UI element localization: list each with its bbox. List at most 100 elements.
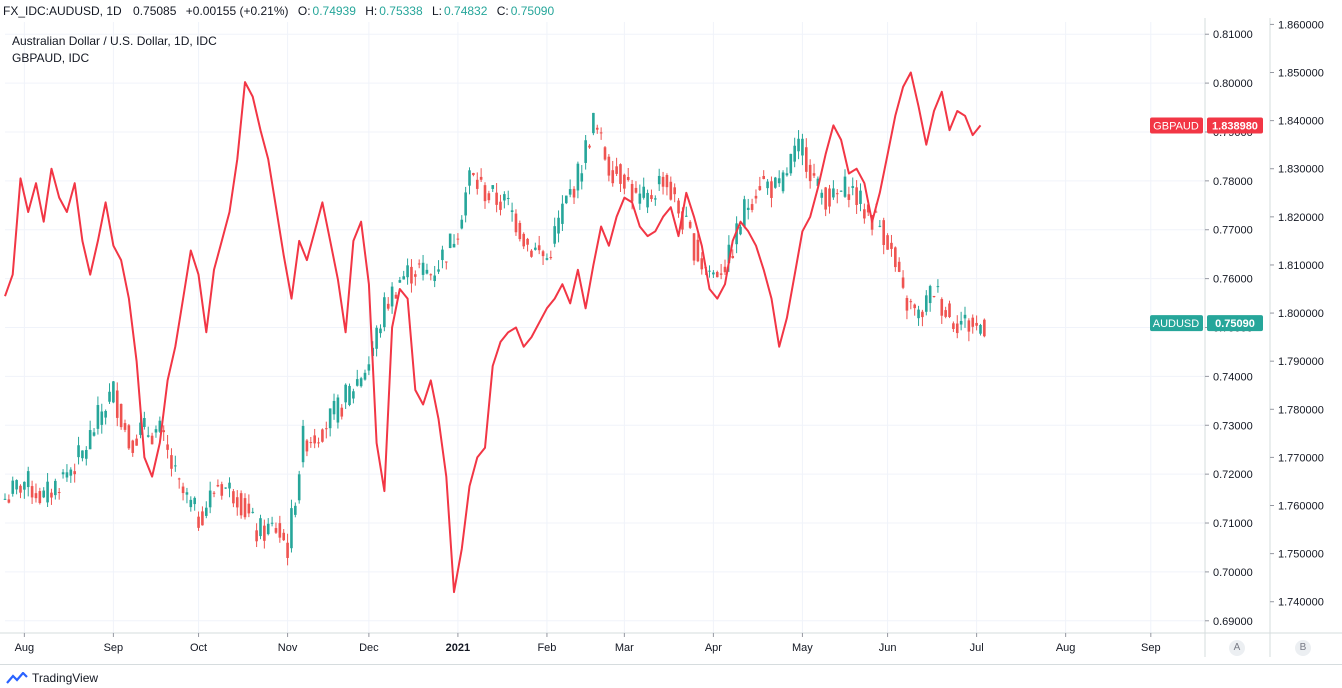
- candle-body: [406, 265, 409, 278]
- candle-body: [170, 455, 173, 469]
- candle-body: [274, 528, 278, 533]
- candle-body: [398, 280, 402, 283]
- audusd-name-badge: [1150, 315, 1203, 332]
- candle-body: [460, 219, 464, 229]
- candle-body: [251, 511, 255, 513]
- candle-body: [286, 542, 289, 558]
- candle-body: [88, 430, 92, 450]
- price-axis-tick-label: 0.81000: [1213, 29, 1253, 41]
- candle-body: [332, 400, 336, 415]
- candle-body: [30, 486, 34, 498]
- candle-body: [379, 328, 382, 334]
- candle-body: [580, 173, 584, 182]
- chart-header: FX_IDC:AUDUSD, 1D 0.75085 +0.00155 (+0.2…: [0, 0, 1342, 22]
- candle-body: [642, 186, 646, 198]
- candle-body: [390, 286, 394, 307]
- candle-body: [506, 197, 510, 199]
- tradingview-logo[interactable]: TradingView: [6, 671, 98, 685]
- candle-body: [189, 499, 193, 508]
- candle-body: [568, 189, 572, 195]
- candle-body: [174, 465, 177, 467]
- candle-body: [479, 176, 483, 180]
- candle-body: [220, 484, 224, 496]
- candle-body: [804, 147, 808, 172]
- candle-body: [7, 499, 11, 503]
- candle-body: [441, 249, 444, 261]
- candle-body: [847, 194, 851, 200]
- candle-body: [557, 217, 560, 234]
- candle-body: [808, 164, 812, 182]
- time-axis-label: Sep: [104, 642, 124, 654]
- low-value: 0.74832: [444, 4, 488, 18]
- candle-body: [127, 425, 131, 449]
- candle-body: [669, 181, 673, 200]
- compare-axis-tick-label: 1.820000: [1278, 212, 1324, 224]
- symbol-label[interactable]: FX_IDC:AUDUSD, 1D: [3, 4, 122, 18]
- candle-body: [224, 487, 227, 489]
- candle-body: [638, 193, 642, 204]
- candle-body: [890, 242, 893, 249]
- candle-body: [309, 442, 313, 444]
- candle-body: [681, 211, 684, 230]
- candle-body: [417, 263, 421, 265]
- candle-body: [561, 203, 564, 224]
- time-axis-label: Jul: [970, 642, 984, 654]
- candle-body: [19, 485, 22, 493]
- candle-body: [297, 474, 301, 501]
- candle-body: [928, 286, 932, 304]
- compare-series-title[interactable]: GBPAUD, IDC: [12, 51, 90, 65]
- candle-body: [522, 233, 526, 247]
- candle-body: [119, 403, 123, 428]
- candle-body: [84, 449, 88, 459]
- candle-body: [863, 209, 866, 219]
- candle-body: [278, 523, 282, 538]
- candle-body: [781, 172, 785, 192]
- scale-button-b[interactable]: B: [1295, 640, 1311, 656]
- main-series-title[interactable]: Australian Dollar / U.S. Dollar, 1D, IDC: [12, 34, 217, 48]
- gbpaud-value-badge: [1207, 117, 1263, 134]
- candle-body: [185, 492, 189, 495]
- candle-body: [646, 192, 649, 208]
- candle-body: [23, 481, 26, 490]
- candle-body: [866, 204, 870, 213]
- candle-body: [607, 156, 611, 176]
- candle-body: [359, 378, 363, 387]
- candle-body: [468, 170, 471, 186]
- candle-body: [576, 163, 580, 191]
- candle-body: [553, 226, 556, 244]
- candle-body: [375, 327, 378, 349]
- candle-body: [344, 384, 347, 403]
- time-axis-label: Aug: [15, 642, 35, 654]
- candle-body: [495, 192, 498, 205]
- candle-body: [952, 323, 955, 329]
- candle-body: [634, 187, 638, 193]
- candle-body: [243, 498, 247, 518]
- candle-body: [402, 276, 406, 280]
- candle-body: [758, 186, 762, 191]
- candle-body: [797, 138, 800, 152]
- scale-button-a[interactable]: A: [1229, 640, 1245, 656]
- price-axis-tick-label: 0.80000: [1213, 78, 1253, 90]
- candle-body: [328, 408, 332, 429]
- chart-legend: Australian Dollar / U.S. Dollar, 1D, IDC…: [12, 33, 217, 67]
- candle-body: [983, 319, 986, 337]
- compare-axis-tick-label: 1.740000: [1278, 597, 1324, 609]
- candle-body: [770, 181, 773, 198]
- candle-body: [882, 220, 886, 245]
- time-axis-label: Mar: [615, 642, 634, 654]
- candle-body: [425, 269, 429, 274]
- gbpaud-line: [4, 71, 982, 594]
- candle-body: [216, 484, 220, 487]
- candle-body: [905, 297, 909, 311]
- candle-body: [282, 532, 286, 541]
- candle-body: [46, 481, 49, 503]
- candle-body: [595, 127, 599, 130]
- candle-body: [924, 295, 928, 312]
- candle-body: [92, 432, 96, 436]
- candle-body: [69, 469, 73, 476]
- candle-body: [263, 525, 266, 541]
- price-axis-tick-label: 0.73000: [1213, 420, 1253, 432]
- candle-body: [154, 429, 158, 433]
- candle-body: [197, 516, 200, 528]
